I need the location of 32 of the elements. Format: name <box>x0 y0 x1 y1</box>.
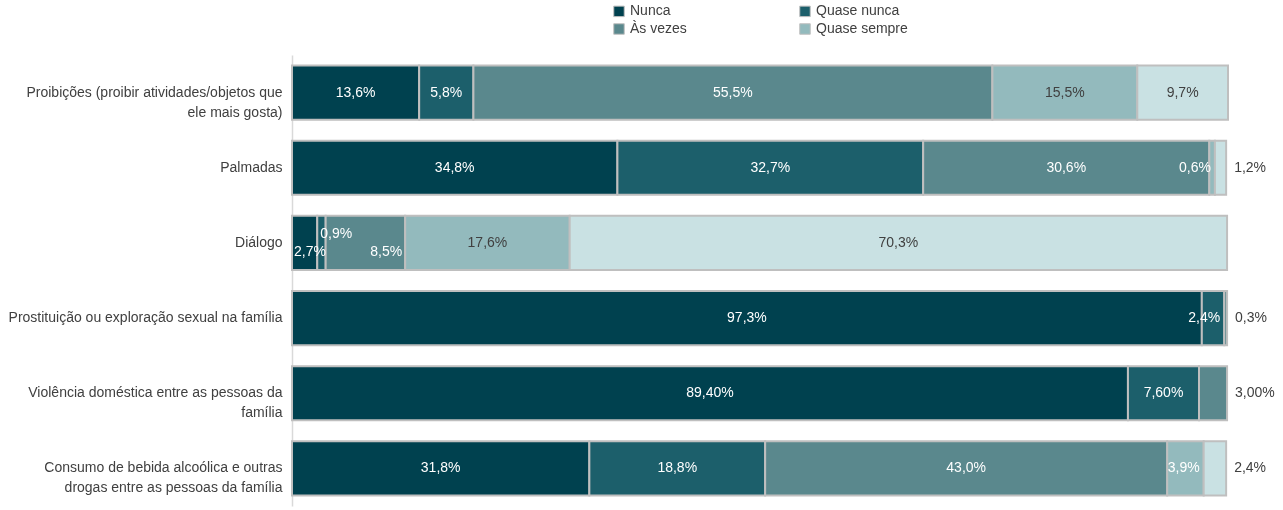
data-label: 7,60% <box>1143 384 1184 401</box>
legend-label: Quase nunca <box>816 2 900 19</box>
y-tick-label: Prostituição ou exploração sexual na família <box>8 309 283 326</box>
data-label: 32,7% <box>750 158 791 175</box>
y-tick-label: Diálogo <box>235 233 283 250</box>
data-label: 18,8% <box>657 459 698 476</box>
data-label: 9,7% <box>1166 83 1199 100</box>
y-tick-label: Consumo de bebida alcoólica e outras drogas entre as pessoas da família <box>44 459 283 496</box>
data-label: 43,0% <box>946 459 987 476</box>
y-tick-label: Proibições (proibir atividades/objetos que ele mais gosta) <box>26 83 283 120</box>
y-tick-label: Violência doméstica entre as pessoas da família <box>28 384 283 421</box>
data-label: 0,3% <box>1235 309 1267 326</box>
data-label: 8,5% <box>370 242 403 259</box>
legend-label: Nunca <box>630 2 671 19</box>
data-label: 1,2% <box>1234 158 1267 175</box>
legend-label: Às vezes <box>630 20 687 36</box>
legend-label: Quase sempre <box>816 20 909 36</box>
data-label: 13,6% <box>335 83 376 100</box>
data-label: 5,8% <box>430 83 463 100</box>
data-label: 89,40% <box>686 384 734 401</box>
data-label: 3,00% <box>1235 384 1275 401</box>
data-label: 15,5% <box>1044 83 1085 100</box>
data-label: 17,6% <box>467 233 508 250</box>
data-label: 34,8% <box>434 158 475 175</box>
y-tick-label: Palmadas <box>220 158 283 175</box>
data-label: 55,5% <box>713 83 753 100</box>
data-label: 70,3% <box>878 233 919 250</box>
data-label: 3,9% <box>1167 459 1200 476</box>
data-label: 97,3% <box>727 309 767 326</box>
data-label: 2,4% <box>1234 459 1267 476</box>
data-label: 31,8% <box>420 459 461 476</box>
data-label: 30,6% <box>1046 158 1087 175</box>
